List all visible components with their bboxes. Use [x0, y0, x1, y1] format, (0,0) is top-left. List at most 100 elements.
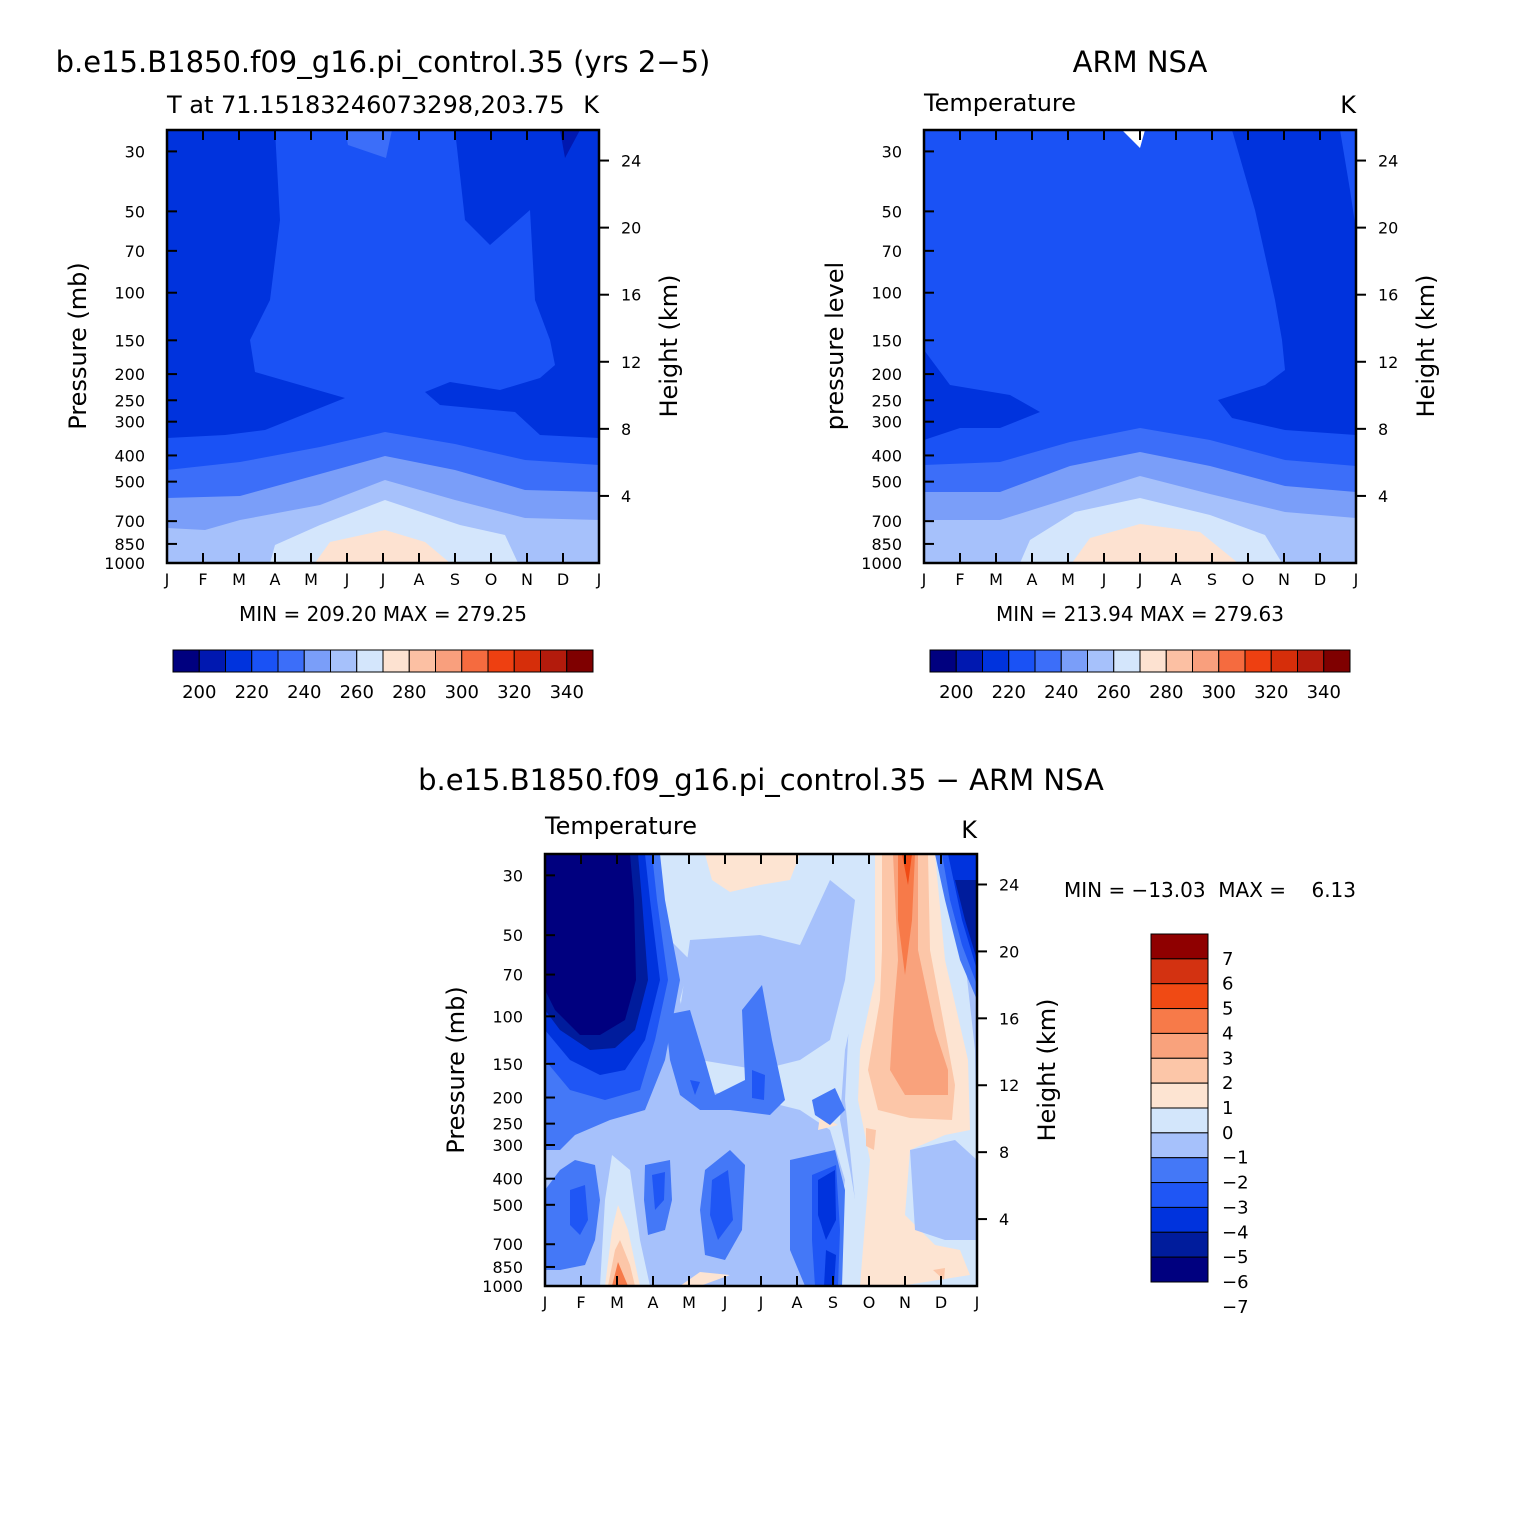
colorbar-label: −7 — [1222, 1297, 1249, 1318]
contour-fill — [910, 1140, 977, 1240]
colorbar-swatch — [172, 649, 200, 673]
contour-fill — [345, 130, 392, 158]
colorbar-label: 280 — [1149, 682, 1183, 703]
y-tick-right-label: 16 — [1378, 286, 1398, 305]
colorbar-label: 260 — [1097, 682, 1131, 703]
y-tick-label: 30 — [503, 866, 523, 885]
contour-fill — [710, 1170, 733, 1240]
colorbar-label: 240 — [1044, 682, 1078, 703]
x-tick-label: A — [270, 570, 281, 589]
panel-model-contour-field — [167, 130, 599, 563]
colorbar-label: 260 — [340, 682, 374, 703]
y-tick-label: 50 — [882, 202, 902, 221]
x-tick-label: O — [1242, 570, 1255, 589]
x-tick-label: A — [1027, 570, 1038, 589]
colorbar-swatch — [330, 649, 358, 673]
contour-fill — [545, 854, 636, 1035]
panel-model-colorbar: 200 220 240 260 280 300 320 340 — [172, 649, 594, 703]
x-tick-label: N — [521, 570, 533, 589]
panel-obs-title: ARM NSA — [1073, 45, 1208, 79]
x-tick-label: S — [450, 570, 460, 589]
panel-obs-axes: J F M A M J J A S O N D J 30 50 70 100 150 200 250 300 400 500… — [861, 130, 1398, 589]
x-tick-label: F — [198, 570, 207, 589]
y-tick-label: 150 — [114, 331, 145, 350]
y-tick-label: 850 — [871, 535, 902, 554]
y-tick-label: 500 — [492, 1196, 523, 1215]
colorbar-label: 4 — [1222, 1023, 1233, 1044]
y-tick-label: 300 — [492, 1136, 523, 1155]
colorbar-swatch — [1244, 649, 1272, 673]
colorbar-label: 220 — [235, 682, 269, 703]
y-tick-label: 300 — [114, 413, 145, 432]
x-tick-label: M — [232, 570, 246, 589]
colorbar-label: 200 — [182, 682, 216, 703]
colorbar-label: −6 — [1222, 1272, 1249, 1293]
y-tick-label: 1000 — [104, 554, 145, 573]
colorbar-label: 280 — [392, 682, 426, 703]
x-tick-label: S — [828, 1293, 838, 1312]
panel-model-min-max: MIN = 209.20 MAX = 279.25 — [239, 602, 527, 626]
y-tick-label: 500 — [871, 473, 902, 492]
x-tick-label: D — [557, 570, 569, 589]
colorbar-swatch — [1060, 649, 1088, 673]
y-tick-right-label: 12 — [999, 1076, 1019, 1095]
y-tick-label: 150 — [871, 331, 902, 350]
colorbar-swatch — [540, 649, 568, 673]
colorbar-swatch — [929, 649, 957, 673]
y-tick-label: 150 — [492, 1055, 523, 1074]
y-tick-label: 850 — [114, 535, 145, 554]
colorbar-swatch — [382, 649, 410, 673]
colorbar-swatch — [1150, 1008, 1209, 1034]
colorbar-label: 3 — [1222, 1048, 1233, 1069]
y-tick-right-label: 8 — [999, 1143, 1009, 1162]
y-tick-label: 1000 — [861, 554, 902, 573]
contour-fill — [818, 1170, 836, 1240]
y-tick-label: 400 — [871, 446, 902, 465]
colorbar-label: 340 — [550, 682, 584, 703]
y-tick-right-label: 4 — [621, 487, 631, 506]
colorbar-label: 320 — [497, 682, 531, 703]
x-tick-label: J — [758, 1293, 764, 1312]
y-tick-right-label: 20 — [999, 942, 1019, 961]
x-tick-label: J — [542, 1293, 548, 1312]
y-tick-right-label: 24 — [621, 152, 641, 171]
y-tick-label: 1000 — [482, 1277, 523, 1296]
y-tick-label: 30 — [125, 142, 145, 161]
y-tick-label: 70 — [882, 242, 902, 261]
colorbar-label: 300 — [1202, 682, 1236, 703]
y-tick-right-label: 20 — [621, 219, 641, 238]
y-tick-label: 100 — [871, 284, 902, 303]
x-tick-label: J — [1101, 570, 1107, 589]
colorbar-swatch — [1150, 933, 1209, 960]
panel-diff-min-max: MIN = −13.03 MAX = 6.13 — [1064, 878, 1356, 902]
y-tick-label: 250 — [114, 391, 145, 410]
colorbar-swatch — [1218, 649, 1246, 673]
contour-fill — [955, 880, 977, 960]
x-tick-label: A — [1171, 570, 1182, 589]
y-tick-right-label: 20 — [1378, 219, 1398, 238]
x-tick-label: J — [1137, 570, 1143, 589]
contour-fill — [608, 1240, 635, 1286]
colorbar-swatch — [251, 649, 279, 673]
y-tick-right-label: 8 — [1378, 420, 1388, 439]
colorbar-swatch — [1150, 983, 1209, 1010]
y-tick-right-label: 24 — [999, 875, 1019, 894]
contour-fill — [680, 1272, 730, 1286]
x-tick-label: M — [989, 570, 1003, 589]
panel-model-ylabel: Pressure (mb) — [64, 262, 92, 429]
contour-fill — [690, 1080, 700, 1095]
colorbar-label: 300 — [445, 682, 479, 703]
y-tick-label: 700 — [871, 512, 902, 531]
y-tick-label: 500 — [114, 473, 145, 492]
y-tick-label: 700 — [492, 1235, 523, 1254]
colorbar-swatch — [435, 649, 463, 673]
panel-obs-colorbar: 200 220 240 260 280 300 320 340 — [929, 649, 1351, 703]
x-tick-label: M — [304, 570, 318, 589]
y-tick-label: 70 — [503, 966, 523, 985]
x-tick-label: N — [899, 1293, 911, 1312]
x-tick-label: N — [1278, 570, 1290, 589]
y-tick-right-label: 4 — [1378, 487, 1388, 506]
colorbar-swatch — [1008, 649, 1036, 673]
panel-diff-units-label: K — [961, 816, 978, 844]
panel-diff-axes: J F M A M J J A S O N D J 30 50 70 100 150 200 250 300 400 500… — [482, 854, 1019, 1312]
